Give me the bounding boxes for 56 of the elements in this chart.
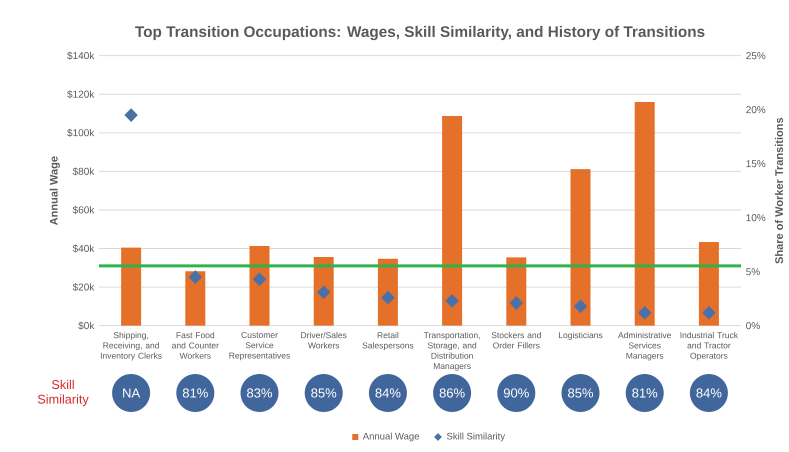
text: Skill Similarity (38, 380, 89, 406)
point (702, 306, 716, 320)
point (510, 296, 523, 310)
point (252, 272, 266, 286)
text: 81% (182, 388, 208, 398)
text: 90% (504, 388, 529, 398)
x-tick-label: Retail Salespersons (362, 332, 414, 350)
text: 84% (375, 388, 400, 398)
point (638, 306, 652, 320)
bar (634, 102, 655, 326)
bar (121, 248, 142, 326)
text: NA (123, 388, 140, 398)
bar (442, 116, 462, 326)
y2-tick-label: 0% (746, 322, 760, 330)
y2-tick-label: 20% (746, 106, 766, 114)
x-tick-label: Industrial Truck and Tractor Operators (680, 332, 738, 360)
text: 83% (247, 388, 272, 398)
y-tick-label: $140k (67, 52, 94, 60)
y2-tick-label: 15% (746, 160, 766, 168)
text: 85% (568, 388, 594, 398)
point (188, 270, 202, 284)
chart-title: Top Transition Occupations: Wages, Skill Similarity, and History of Transitions (135, 26, 704, 40)
y-tick-label: $20k (72, 283, 94, 292)
x-tick-label: Driver/Sales Workers (301, 332, 347, 348)
y-axis-title: Annual Wage (50, 156, 60, 226)
x-tick-label: Transportation, Storage, and Distribution Managers (424, 332, 480, 371)
point (446, 294, 459, 308)
x-tick-label: Administrative Services Managers (618, 332, 672, 360)
y-tick-label: $40k (72, 244, 94, 253)
legend-label: Annual Wage (362, 432, 420, 442)
x-tick-label: Customer Service Representatives (229, 332, 290, 360)
y2-tick-label: 10% (746, 214, 766, 222)
point (317, 285, 330, 299)
x-tick-label: Shipping, Receiving, and Inventory Clerks (100, 332, 162, 360)
point (574, 299, 588, 314)
text: 85% (311, 388, 336, 398)
y-tick-label: $80k (72, 167, 94, 176)
bar (185, 271, 206, 326)
text: 84% (696, 388, 722, 398)
bar (570, 169, 591, 326)
x-tick-label: Fast Food and Counter Workers (172, 332, 219, 359)
y2-tick-label: 25% (746, 52, 766, 60)
legend-label: Skill Similarity (446, 432, 506, 442)
text: 81% (632, 388, 658, 398)
y2-tick-label: 5% (746, 268, 760, 276)
point (124, 108, 138, 122)
y-tick-label: $0k (78, 322, 94, 330)
text: 86% (440, 388, 465, 398)
y2-axis-title: Share of Worker Transitions (774, 118, 783, 264)
y-tick-label: $100k (67, 128, 94, 137)
y-tick-label: $60k (72, 206, 94, 214)
bar (698, 242, 719, 326)
point (381, 290, 395, 304)
x-tick-label: Stockers and Order Fillers (492, 332, 541, 348)
x-tick-label: Logisticians (558, 332, 602, 340)
y-tick-label: $120k (67, 90, 94, 98)
